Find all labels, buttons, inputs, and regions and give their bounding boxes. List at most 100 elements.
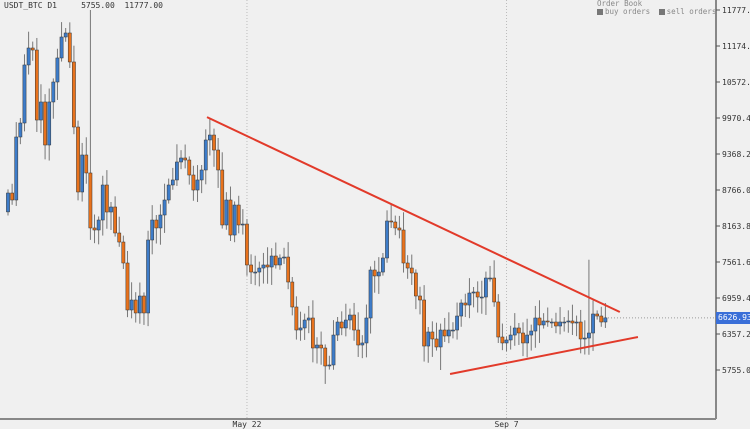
x-tick-label: May 22: [233, 420, 262, 429]
support-trendline: [449, 336, 639, 375]
candle-up: [331, 334, 336, 366]
candle-down: [323, 347, 328, 367]
candle-down: [599, 315, 604, 323]
candle-up: [203, 139, 208, 171]
candle-up: [504, 339, 509, 344]
candle-down: [422, 299, 426, 347]
candle-down: [43, 101, 47, 146]
candle-down: [245, 223, 249, 266]
candle-down: [319, 344, 323, 349]
candle-down: [595, 313, 600, 317]
candle-down: [67, 32, 72, 63]
buy-orders-toggle[interactable]: [597, 9, 603, 15]
candle-down: [554, 321, 558, 327]
candle-up: [261, 264, 266, 269]
candle-up: [39, 101, 43, 121]
candle-up: [137, 295, 142, 314]
candle-down: [121, 241, 126, 264]
y-tick-label: 8766.00: [722, 186, 750, 195]
candle-down: [430, 331, 435, 340]
candle-up: [484, 277, 488, 298]
order-book-title: Order Book: [597, 0, 643, 8]
candle-up: [232, 204, 237, 236]
candle-up: [129, 299, 134, 311]
candle-down: [133, 299, 138, 314]
timeframe-label: D1: [47, 1, 57, 10]
candle-down: [125, 262, 130, 311]
candle-up: [80, 154, 85, 193]
candle-up: [175, 161, 179, 181]
candle-down: [142, 295, 146, 314]
candle-up: [315, 344, 319, 349]
candle-down: [216, 149, 220, 171]
y-tick-label: 5755.00: [722, 366, 750, 375]
candle-down: [10, 192, 14, 201]
candle-up: [525, 334, 529, 344]
y-tick-label: 10572.6: [722, 78, 750, 87]
candle-down: [496, 301, 501, 338]
candle-up: [55, 57, 60, 83]
y-tick-label: 6959.40: [722, 294, 750, 303]
candle-up: [146, 239, 150, 314]
candle-up: [426, 331, 431, 347]
candle-up: [512, 327, 517, 336]
y-tick-label: 11777.6: [722, 6, 750, 15]
y-tick-label: 11174.8: [722, 42, 750, 51]
candle-down: [311, 317, 315, 349]
candle-up: [14, 136, 19, 201]
candle-up: [6, 192, 10, 213]
candle-down: [500, 336, 505, 344]
chart-header: USDT_BTC D1 5755.00 11777.00: [4, 1, 163, 10]
candle-down: [475, 291, 480, 298]
candle-down: [409, 267, 414, 274]
candle-up: [360, 342, 365, 346]
candle-up: [302, 319, 307, 329]
candle-down: [212, 134, 216, 151]
candle-up: [96, 219, 101, 231]
candle-up: [199, 169, 204, 181]
candle-up: [558, 321, 562, 327]
candle-down: [389, 220, 394, 223]
candle-up: [446, 329, 451, 337]
candle-up: [566, 320, 571, 323]
candle-up: [533, 317, 538, 332]
candle-up: [471, 291, 476, 294]
order-book-legend: Order Book buy orders sell orders: [597, 0, 716, 16]
candle-down: [492, 277, 497, 303]
candle-down: [393, 221, 398, 229]
candle-up: [47, 101, 52, 146]
candle-up: [603, 317, 608, 323]
candle-down: [339, 321, 344, 329]
candle-down: [397, 227, 402, 231]
candle-up: [166, 184, 171, 201]
candle-up: [587, 332, 591, 339]
candle-up: [208, 134, 212, 141]
candle-down: [372, 269, 377, 277]
candle-up: [376, 271, 381, 277]
candle-up: [574, 321, 579, 324]
candle-up: [170, 179, 175, 186]
candle-up: [269, 255, 274, 268]
y-tick-label: 7561.60: [722, 258, 750, 267]
candle-down: [154, 219, 159, 229]
candle-up: [479, 296, 484, 299]
candle-up: [343, 319, 348, 329]
candle-down: [92, 227, 97, 231]
candle-up: [63, 32, 68, 38]
candle-down: [84, 154, 89, 174]
candle-up: [253, 271, 258, 274]
candle-up: [541, 320, 546, 326]
candle-down: [273, 255, 278, 266]
candle-up: [582, 337, 587, 340]
sell-orders-toggle[interactable]: [658, 9, 665, 15]
candle-down: [117, 232, 122, 243]
range-high: 11777.00: [124, 1, 163, 10]
candle-down: [545, 320, 550, 323]
candle-up: [364, 317, 369, 344]
candle-up: [158, 214, 163, 229]
candle-up: [282, 256, 286, 259]
candle-down: [294, 306, 299, 331]
y-tick-label: 9368.20: [722, 150, 750, 159]
candle-up: [562, 321, 567, 324]
